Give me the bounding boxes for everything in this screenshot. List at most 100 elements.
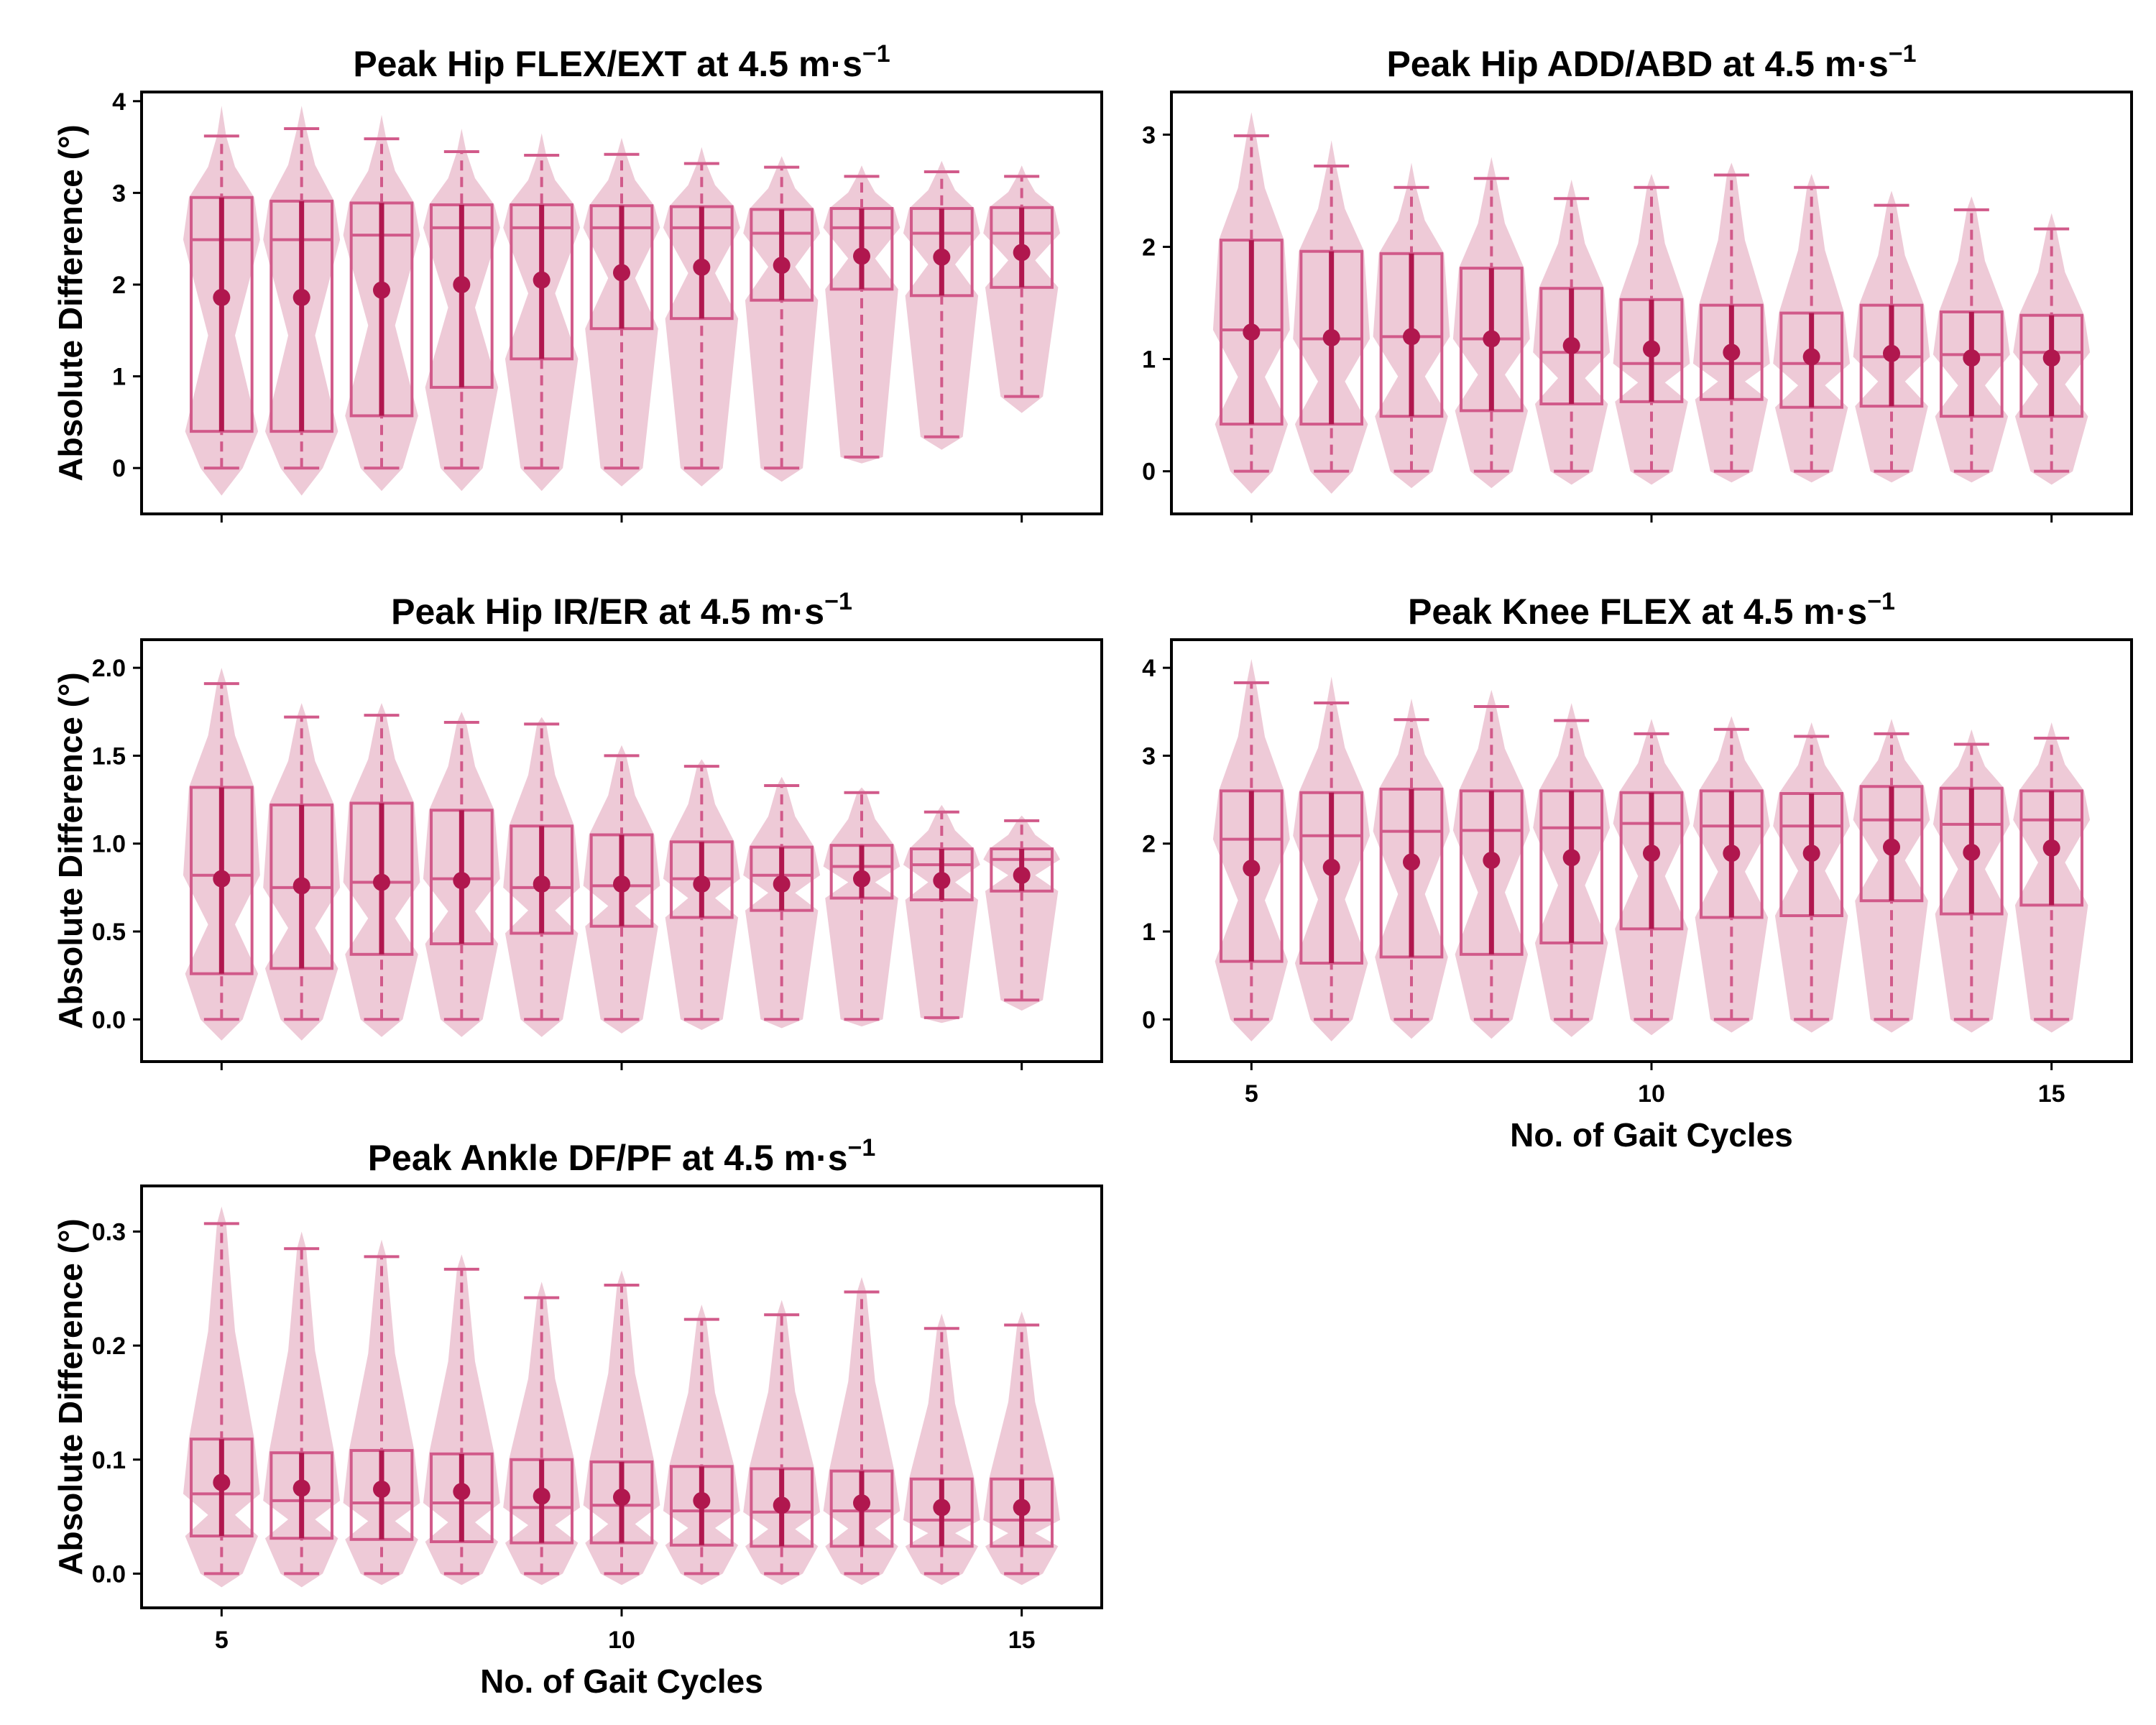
- group-x-14: [1932, 196, 2010, 483]
- mean-point: [853, 247, 870, 265]
- mean-point: [1243, 323, 1261, 341]
- mean-point: [693, 875, 711, 893]
- violin: [343, 1239, 420, 1586]
- panel-3: Peak Hip IR/ER at 4.5 m·s−1 0.0 0.5 1.0 1.5 2…: [52, 588, 1103, 1070]
- chart-title: Peak Hip IR/ER at 4.5 m·s−1: [391, 588, 852, 632]
- mean-point: [1013, 244, 1031, 262]
- group-x-11: [1692, 716, 1770, 1033]
- group-x-11: [1692, 162, 1770, 483]
- mean-point: [1562, 336, 1580, 354]
- group-x-5: [183, 1206, 260, 1588]
- mean-point: [1883, 344, 1900, 362]
- violin: [663, 1305, 740, 1586]
- group-x-8: [423, 1254, 500, 1586]
- violin: [183, 1206, 260, 1588]
- group-x-12: [743, 156, 821, 482]
- mean-point: [1723, 344, 1741, 362]
- mean-point: [453, 872, 471, 890]
- group-x-10: [1613, 719, 1690, 1036]
- group-x-5: [183, 106, 260, 496]
- group-x-10: [1613, 174, 1690, 485]
- group-x-6: [1293, 676, 1370, 1041]
- group-x-15: [2013, 213, 2091, 485]
- y-tick-label: 0.5: [92, 919, 126, 946]
- group-x-6: [263, 703, 341, 1041]
- group-x-14: [903, 804, 980, 1024]
- mean-point: [853, 1494, 870, 1512]
- y-tick-label: 0.1: [92, 1447, 126, 1474]
- y-tick-label: 0.0: [92, 1560, 126, 1588]
- mean-point: [1243, 859, 1261, 877]
- mean-point: [292, 288, 310, 306]
- group-x-14: [903, 1313, 980, 1586]
- mean-point: [453, 1483, 471, 1501]
- mean-point: [2042, 839, 2060, 857]
- group-x-9: [503, 717, 581, 1037]
- y-tick-label: 2: [1142, 831, 1156, 858]
- group-x-11: [663, 759, 740, 1030]
- mean-point: [1483, 330, 1501, 348]
- group-x-7: [343, 703, 420, 1037]
- mean-point: [1963, 843, 1981, 861]
- group-x-9: [1533, 703, 1611, 1037]
- group-x-8: [1452, 157, 1530, 489]
- group-x-13: [1853, 190, 1930, 483]
- mean-point: [533, 875, 550, 893]
- group-x-7: [343, 1239, 420, 1586]
- mean-point: [933, 1499, 951, 1517]
- mean-point: [613, 875, 630, 893]
- y-tick-label: 0: [1142, 1006, 1156, 1034]
- group-x-6: [263, 106, 341, 496]
- group-x-6: [263, 1231, 341, 1588]
- mean-point: [373, 873, 390, 891]
- mean-point: [1483, 851, 1501, 869]
- group-x-15: [983, 165, 1061, 413]
- y-tick-label: 4: [112, 88, 126, 116]
- group-x-10: [583, 137, 660, 487]
- group-x-13: [823, 1276, 900, 1586]
- panel-1: Peak Hip FLEX/EXT at 4.5 m·s−1 0 1 2 3 4 Absol…: [52, 40, 1103, 523]
- y-tick-label: 1: [1142, 919, 1156, 946]
- violin: [263, 1231, 341, 1588]
- mean-point: [1322, 328, 1340, 346]
- group-x-5: [1212, 112, 1290, 494]
- mean-point: [533, 271, 550, 289]
- violin: [743, 1300, 821, 1586]
- y-tick-label: 4: [1142, 655, 1156, 682]
- y-tick-label: 1.5: [92, 742, 126, 770]
- group-x-13: [823, 165, 900, 464]
- chart-title: Peak Knee FLEX at 4.5 m·s−1: [1408, 588, 1895, 632]
- y-tick-label: 2.0: [92, 655, 126, 682]
- mean-point: [773, 257, 791, 275]
- group-x-15: [983, 815, 1061, 1011]
- panel-2: Peak Hip ADD/ABD at 4.5 m·s−1 0 1 2 3: [1142, 40, 2133, 523]
- y-tick-label: 2: [112, 272, 126, 299]
- mean-point: [2042, 349, 2060, 367]
- mean-point: [853, 870, 870, 888]
- panel-4: Peak Knee FLEX at 4.5 m·s−1 0 1 2 3 4 5 10 15 No.…: [1142, 588, 2133, 1154]
- x-tick-label: 5: [1245, 1080, 1258, 1108]
- y-tick-label: 2: [1142, 234, 1156, 261]
- mean-point: [1322, 858, 1340, 876]
- x-tick-label: 15: [1008, 1627, 1036, 1654]
- mean-point: [933, 872, 951, 890]
- group-x-10: [583, 745, 660, 1034]
- mean-point: [373, 281, 390, 299]
- mean-point: [1802, 348, 1820, 366]
- mean-point: [1963, 349, 1981, 367]
- mean-point: [1723, 845, 1741, 862]
- mean-point: [373, 1481, 390, 1499]
- group-x-14: [1932, 729, 2010, 1033]
- mean-point: [533, 1487, 550, 1505]
- y-tick-label: 1.0: [92, 831, 126, 858]
- x-axis-label: No. of Gait Cycles: [1510, 1116, 1793, 1154]
- y-tick-label: 3: [112, 180, 126, 207]
- mean-point: [292, 1479, 310, 1497]
- group-x-11: [663, 147, 740, 487]
- group-x-9: [503, 133, 581, 492]
- group-x-7: [1373, 162, 1450, 489]
- mean-point: [1013, 1499, 1031, 1517]
- y-axis-label: Absolute Difference (°): [52, 672, 89, 1029]
- panel-5: Peak Ankle DF/PF at 4.5 m·s−1 0.0 0.1 0.2 0.…: [52, 1134, 1103, 1700]
- group-x-7: [343, 114, 420, 492]
